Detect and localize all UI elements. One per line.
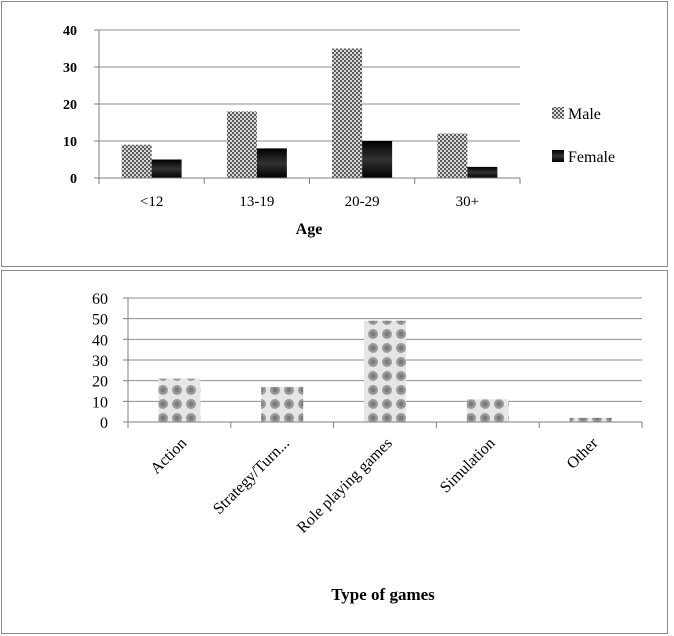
y-tick-label: 0 (70, 172, 77, 187)
bar-male-3 (332, 48, 363, 178)
y-tick-label: 40 (63, 24, 77, 39)
x-tick-label: Other (564, 434, 602, 472)
legend-swatch-female (552, 150, 564, 162)
bar-3 (364, 320, 406, 422)
bar-5 (569, 417, 612, 422)
bar-male-4 (437, 133, 468, 178)
y-tick-label: 10 (92, 394, 108, 411)
bar-male-1 (121, 144, 152, 178)
bar-4 (466, 399, 509, 422)
y-tick-label: 60 (92, 291, 108, 308)
x-tick-label: Action (147, 435, 190, 478)
x-tick-label: 20-29 (345, 194, 380, 210)
age-chart-panel: 0 10 20 30 40 <12 13-19 20-29 30+ Age Male Femal… (1, 1, 668, 267)
age-gender-bar-chart: 0 10 20 30 40 <12 13-19 20-29 30+ Age Male Femal… (63, 24, 615, 238)
y-tick-label: 10 (63, 135, 77, 150)
x-tick-label: Strategy/Turn... (210, 435, 293, 518)
bar-male-2 (226, 111, 257, 178)
x-tick-label: <12 (140, 194, 163, 210)
legend-label-male: Male (568, 106, 601, 123)
x-tick-label: Simulation (437, 435, 499, 497)
y-tick-label: 20 (92, 374, 108, 391)
y-tick-label: 0 (100, 415, 108, 432)
x-axis-label: Age (296, 221, 323, 238)
y-tick-label: 30 (92, 353, 108, 370)
bar-1 (158, 378, 201, 422)
y-tick-label: 40 (92, 332, 108, 349)
legend-swatch-male (552, 107, 564, 119)
bar-female-3 (362, 141, 393, 178)
game-type-bar-chart: 0 10 20 30 40 50 60 Action Strategy/Turn... Role … (92, 291, 643, 604)
y-tick-label: 20 (63, 98, 77, 113)
legend-label-female: Female (568, 149, 615, 166)
game-type-chart-panel: 0 10 20 30 40 50 60 Action Strategy/Turn... Role … (1, 270, 668, 634)
bar-female-2 (256, 148, 287, 178)
x-axis-label: Type of games (331, 585, 435, 604)
bar-female-4 (467, 166, 498, 178)
legend: Male Female (552, 106, 615, 166)
x-tick-label: Role playing games (294, 435, 396, 537)
x-tick-label: 13-19 (239, 194, 274, 210)
bar-2 (261, 386, 304, 422)
y-tick-label: 30 (63, 61, 77, 76)
bar-female-1 (151, 159, 182, 178)
y-tick-label: 50 (92, 312, 108, 329)
x-tick-label: 30+ (456, 194, 479, 210)
